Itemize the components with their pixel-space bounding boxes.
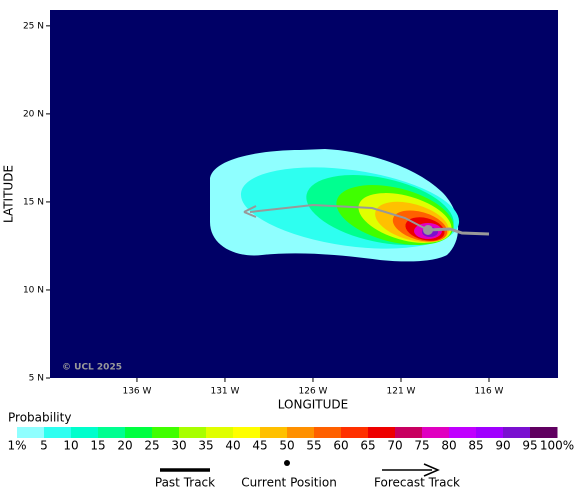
colorbar-segment <box>152 427 180 438</box>
colorbar-label: 55 <box>306 439 321 453</box>
x-tick-label: 131 W <box>210 387 239 397</box>
past-track <box>427 227 490 236</box>
y-tick-label: 15 N <box>23 197 44 207</box>
x-axis-label: LONGITUDE <box>278 398 348 412</box>
colorbar-label: 10 <box>63 439 78 453</box>
colorbar-label: 30 <box>171 439 186 453</box>
colorbar-label: 15 <box>90 439 105 453</box>
y-axis-label: LATITUDE <box>2 165 16 223</box>
colorbar-label: 60 <box>333 439 348 453</box>
x-tick-label: 126 W <box>299 387 328 397</box>
colorbar-segment <box>287 427 315 438</box>
copyright: © UCL 2025 <box>62 363 122 373</box>
colorbar-segment <box>368 427 396 438</box>
colorbar-label: 1% <box>7 439 26 453</box>
colorbar-label: 70 <box>387 439 402 453</box>
colorbar-segment <box>44 427 72 438</box>
colorbar-label: 25 <box>144 439 159 453</box>
y-tick-label: 5 N <box>29 374 44 384</box>
colorbar-segment <box>476 427 504 438</box>
colorbar-label: 65 <box>360 439 375 453</box>
colorbar-label: 75 <box>414 439 429 453</box>
colorbar-segment <box>98 427 126 438</box>
colorbar-label: 50 <box>279 439 294 453</box>
forecast-arrow <box>243 205 257 218</box>
y-tick-label: 10 N <box>23 285 44 295</box>
colorbar-label: 100% <box>540 439 574 453</box>
legend-label: Forecast Track <box>374 476 460 490</box>
y-tick-label: 25 N <box>23 21 44 31</box>
y-tick-label: 20 N <box>23 109 44 119</box>
colorbar-segment <box>17 427 45 438</box>
colorbar-label: 95 <box>522 439 537 453</box>
colorbar-label: 45 <box>252 439 267 453</box>
colorbar-label: 5 <box>40 439 48 453</box>
colorbar-segment <box>341 427 369 438</box>
colorbar-segment <box>422 427 450 438</box>
colorbar-segment <box>233 427 261 438</box>
colorbar-segment <box>449 427 477 438</box>
legend-label: Past Track <box>155 476 215 490</box>
colorbar-segment <box>179 427 207 438</box>
x-tick-label: 136 W <box>122 387 151 397</box>
colorbar-segment <box>71 427 99 438</box>
legend-label: Current Position <box>241 476 337 490</box>
current-position <box>423 225 433 235</box>
colorbar-label: 80 <box>441 439 456 453</box>
colorbar-label: 35 <box>198 439 213 453</box>
colorbar-label: 90 <box>495 439 510 453</box>
colorbar-segment <box>206 427 234 438</box>
colorbar-segment <box>260 427 288 438</box>
x-tick-label: 116 W <box>475 387 504 397</box>
colorbar-segment <box>530 427 558 438</box>
x-tick-label: 121 W <box>387 387 416 397</box>
colorbar-label: 85 <box>468 439 483 453</box>
forecast-arrow-key <box>423 463 440 477</box>
colorbar-segment <box>503 427 531 438</box>
current-position-key <box>284 460 290 466</box>
colorbar-label: 20 <box>117 439 132 453</box>
colorbar-segment <box>395 427 423 438</box>
colorbar-label: 40 <box>225 439 240 453</box>
forecast-track <box>249 203 429 231</box>
colorbar-title: Probability <box>8 411 71 425</box>
colorbar-segment <box>314 427 342 438</box>
colorbar-segment <box>125 427 153 438</box>
